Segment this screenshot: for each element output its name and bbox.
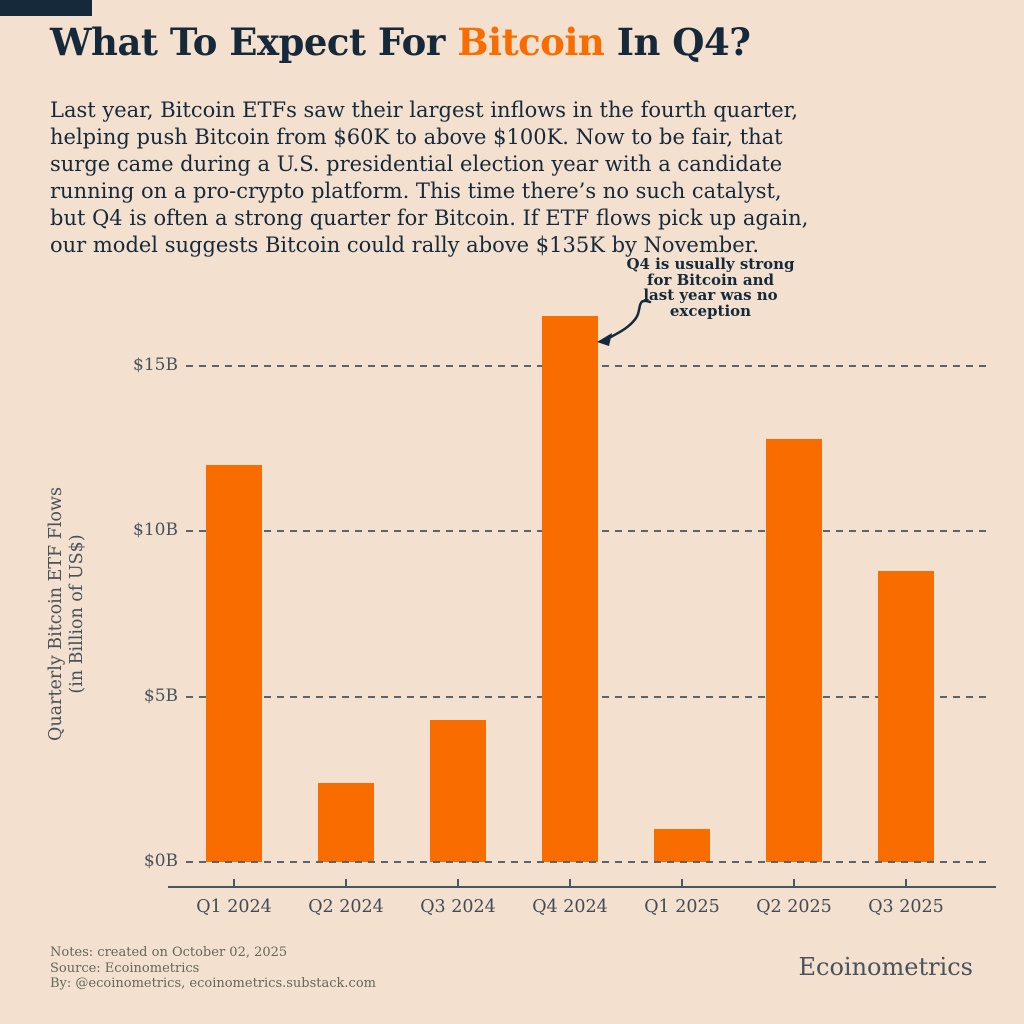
annotation-line: Q4 is usually strong — [626, 255, 795, 273]
bar-q2-2024 — [318, 782, 374, 862]
footer-notes: Notes: created on October 02, 2025 Source… — [50, 945, 376, 992]
annotation-line: for Bitcoin and — [647, 270, 774, 289]
x-tick — [569, 879, 571, 886]
title-prefix: What To Expect For — [50, 20, 458, 64]
bar-q4-2024 — [542, 316, 598, 862]
title-highlight: Bitcoin — [457, 20, 605, 64]
x-tick-label: Q3 2025 — [868, 897, 944, 917]
title-suffix: In Q4? — [604, 20, 751, 64]
brand-wordmark: Ecoinometrics — [798, 953, 973, 981]
x-tick-label: Q4 2024 — [532, 897, 608, 917]
y-axis-title-line1: Quarterly Bitcoin ETF Flows — [46, 487, 66, 741]
annotation-line: exception — [669, 301, 752, 320]
bar-q1-2025 — [654, 828, 710, 862]
annotation-arrow-icon — [597, 299, 652, 346]
chart-annotation: Q4 is usually strong for Bitcoin and last … — [608, 255, 813, 320]
gridline-$0B — [186, 861, 990, 863]
x-axis-line — [168, 886, 996, 888]
y-axis-title: Quarterly Bitcoin ETF Flows (in Billion … — [46, 364, 88, 864]
x-tick-label: Q2 2024 — [308, 897, 384, 917]
intro-line: running on a pro-crypto platform. This t… — [50, 179, 782, 203]
corner-accent-bar — [0, 0, 92, 16]
x-tick — [345, 879, 347, 886]
annotation-line: last year was no — [643, 286, 778, 304]
bar-q3-2024 — [430, 719, 486, 862]
intro-line: surge came during a U.S. presidential el… — [50, 152, 783, 176]
y-tick-label: $0B — [143, 851, 178, 871]
x-tick — [233, 879, 235, 886]
footer-note-line: Notes: created on October 02, 2025 — [50, 945, 288, 960]
y-axis-title-line2: (in Billion of US$) — [67, 534, 87, 694]
intro-line: Last year, Bitcoin ETFs saw their larges… — [50, 98, 799, 122]
x-tick — [905, 879, 907, 886]
y-tick-label: $10B — [133, 520, 178, 541]
intro-line: helping push Bitcoin from $60K to above … — [50, 125, 783, 149]
x-tick-label: Q2 2025 — [756, 897, 832, 917]
x-tick-label: Q1 2025 — [644, 897, 720, 917]
intro-line: but Q4 is often a strong quarter for Bit… — [50, 206, 809, 230]
bar-q1-2024 — [206, 465, 262, 862]
x-tick — [457, 879, 459, 886]
intro-line: our model suggests Bitcoin could rally a… — [50, 233, 760, 257]
footer-note-line: Source: Ecoinometrics — [50, 960, 200, 976]
y-tick-label: $15B — [133, 354, 178, 375]
bar-q3-2025 — [878, 570, 934, 862]
bar-q2-2025 — [766, 438, 822, 862]
page-title: What To Expect For Bitcoin In Q4? — [50, 20, 751, 64]
x-tick-label: Q3 2024 — [420, 897, 496, 917]
intro-paragraph: Last year, Bitcoin ETFs saw their larges… — [50, 97, 808, 259]
x-tick-label: Q1 2024 — [196, 897, 272, 917]
x-tick — [793, 879, 795, 886]
y-tick-label: $5B — [143, 685, 178, 706]
x-tick — [681, 879, 683, 886]
footer-note-line: By: @ecoinometrics, ecoinometrics.substa… — [50, 976, 376, 991]
